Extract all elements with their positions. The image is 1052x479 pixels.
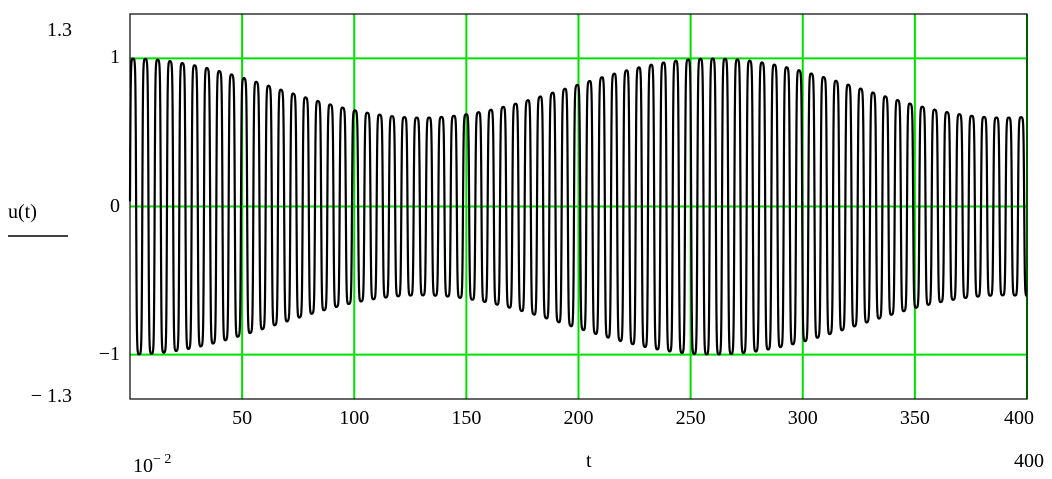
- x-tick-label: 100: [339, 407, 370, 429]
- x-min-exponent: − 2: [153, 452, 172, 467]
- x-tick-label: 200: [563, 407, 594, 429]
- x-axis-title: t: [586, 450, 592, 472]
- series-line: [128, 57, 1028, 356]
- x-tick-label: 250: [675, 407, 706, 429]
- x-min-base: 10: [133, 455, 153, 477]
- y-axis-title: u(t): [8, 201, 37, 223]
- x-min-label: 10− 2: [133, 453, 171, 477]
- y-min-label: − 1.3: [30, 385, 72, 407]
- x-tick-label: 300: [787, 407, 818, 429]
- x-max-label: 400: [1014, 450, 1044, 472]
- x-tick-label: 400: [1004, 407, 1034, 429]
- data-series: [128, 57, 1028, 356]
- x-tick-label: 350: [899, 407, 930, 429]
- grid-lines: [130, 14, 1028, 399]
- x-tick-label: 150: [451, 407, 482, 429]
- plot-frame: [129, 13, 1028, 400]
- y-max-label: 1.3: [47, 19, 72, 41]
- x-tick-label: 50: [232, 407, 253, 429]
- y-tick-label: 1: [110, 46, 120, 69]
- y-tick-label: 0: [110, 194, 120, 217]
- y-tick-label: −1: [98, 342, 120, 365]
